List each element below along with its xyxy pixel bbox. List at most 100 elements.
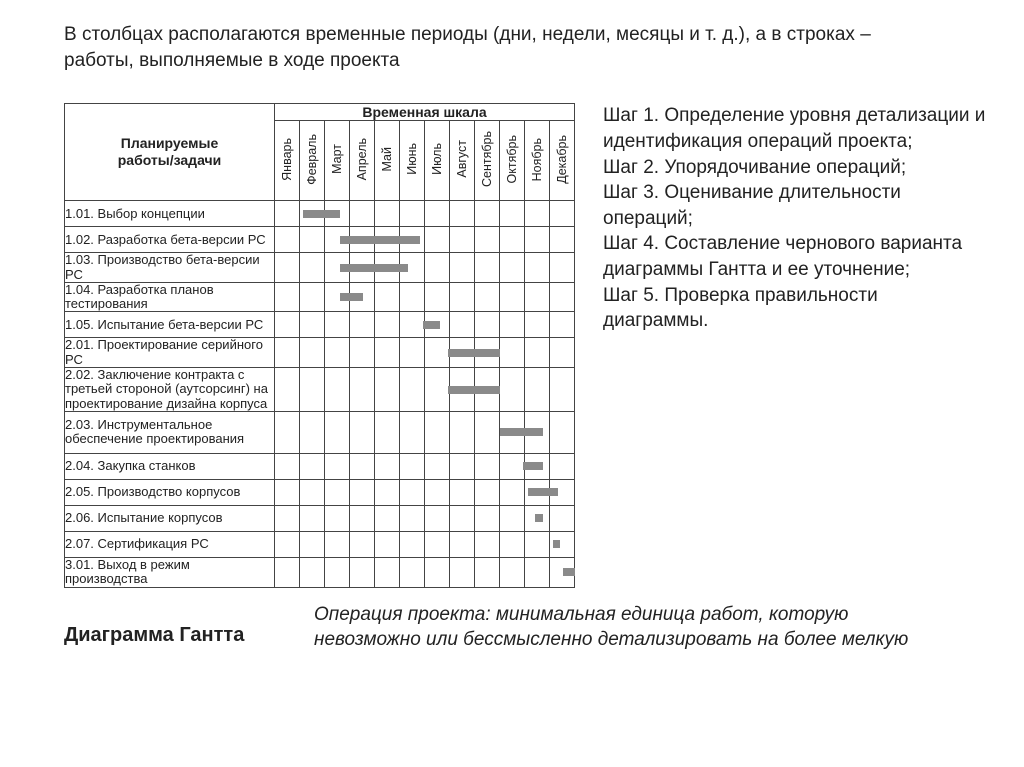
task-label: 2.01. Проектирование серийного РС: [65, 338, 275, 368]
gantt-cell: [400, 479, 425, 505]
month-header: Январь: [275, 121, 300, 201]
gantt-cell: [475, 368, 500, 412]
gantt-cell: [450, 227, 475, 253]
gantt-cell: [525, 557, 550, 587]
step-item: Шаг 5. Проверка правильности диаграммы.: [603, 283, 988, 334]
gantt-cell: [400, 312, 425, 338]
gantt-cell: [325, 411, 350, 453]
gantt-cell: [500, 531, 525, 557]
gantt-cell: [525, 505, 550, 531]
gantt-cell: [350, 479, 375, 505]
gantt-cell: [475, 505, 500, 531]
gantt-cell: [400, 453, 425, 479]
gantt-cell: [450, 505, 475, 531]
task-label: 2.02. Заключение контракта с третьей сто…: [65, 368, 275, 412]
gantt-cell: [450, 368, 475, 412]
gantt-cell: [400, 505, 425, 531]
gantt-cell: [550, 479, 575, 505]
gantt-cell: [325, 282, 350, 312]
gantt-cell: [550, 505, 575, 531]
gantt-cell: [400, 253, 425, 283]
gantt-bar: [553, 540, 561, 548]
gantt-cell: [325, 227, 350, 253]
gantt-cell: [450, 453, 475, 479]
gantt-cell: [500, 282, 525, 312]
gantt-cell: [275, 411, 300, 453]
gantt-cell: [550, 368, 575, 412]
gantt-cell: [350, 253, 375, 283]
gantt-cell: [525, 338, 550, 368]
gantt-cell: [500, 253, 525, 283]
gantt-cell: [425, 531, 450, 557]
gantt-cell: [325, 453, 350, 479]
gantt-cell: [350, 453, 375, 479]
month-header: Март: [325, 121, 350, 201]
task-label: 3.01. Выход в режим производства: [65, 557, 275, 587]
gantt-cell: [425, 253, 450, 283]
gantt-cell: [325, 368, 350, 412]
tasks-header: Планируемыеработы/задачи: [65, 104, 275, 201]
gantt-cell: [525, 253, 550, 283]
task-label: 2.03. Инструментальное обеспечение проек…: [65, 411, 275, 453]
gantt-cell: [275, 453, 300, 479]
gantt-bar: [535, 514, 543, 522]
gantt-cell: [500, 505, 525, 531]
gantt-cell: [375, 368, 400, 412]
gantt-cell: [450, 479, 475, 505]
gantt-cell: [475, 411, 500, 453]
gantt-cell: [450, 312, 475, 338]
gantt-cell: [300, 253, 325, 283]
task-label: 1.05. Испытание бета-версии РС: [65, 312, 275, 338]
gantt-bar: [563, 568, 576, 576]
gantt-cell: [425, 201, 450, 227]
gantt-cell: [500, 338, 525, 368]
gantt-cell: [450, 411, 475, 453]
gantt-cell: [300, 338, 325, 368]
gantt-cell: [325, 479, 350, 505]
task-label: 2.07. Сертификация РС: [65, 531, 275, 557]
gantt-cell: [500, 201, 525, 227]
gantt-cell: [275, 312, 300, 338]
intro-text: В столбцах располагаются временные перио…: [64, 22, 874, 73]
gantt-cell: [450, 557, 475, 587]
gantt-cell: [325, 557, 350, 587]
gantt-cell: [500, 479, 525, 505]
task-label: 2.06. Испытание корпусов: [65, 505, 275, 531]
gantt-cell: [325, 201, 350, 227]
gantt-cell: [425, 368, 450, 412]
gantt-cell: [550, 312, 575, 338]
gantt-cell: [325, 253, 350, 283]
timeline-header: Временная шкала: [275, 104, 575, 121]
gantt-cell: [300, 312, 325, 338]
gantt-cell: [325, 531, 350, 557]
gantt-cell: [475, 557, 500, 587]
step-item: Шаг 1. Определение уровня детализации и …: [603, 103, 988, 154]
gantt-cell: [375, 453, 400, 479]
gantt-cell: [300, 505, 325, 531]
gantt-cell: [450, 531, 475, 557]
gantt-cell: [400, 227, 425, 253]
gantt-cell: [525, 282, 550, 312]
task-label: 1.03. Производство бета-версии РС: [65, 253, 275, 283]
gantt-cell: [425, 505, 450, 531]
month-header: Февраль: [300, 121, 325, 201]
gantt-cell: [425, 227, 450, 253]
gantt-cell: [450, 338, 475, 368]
month-header: Октябрь: [500, 121, 525, 201]
month-header: Сентябрь: [475, 121, 500, 201]
gantt-cell: [450, 253, 475, 283]
gantt-chart: Планируемыеработы/задачиВременная шкалаЯ…: [64, 103, 575, 587]
month-header: Декабрь: [550, 121, 575, 201]
gantt-cell: [525, 312, 550, 338]
gantt-cell: [400, 282, 425, 312]
gantt-cell: [525, 227, 550, 253]
step-item: Шаг 3. Оценивание длительности операций;: [603, 180, 988, 231]
gantt-cell: [425, 479, 450, 505]
gantt-cell: [275, 253, 300, 283]
gantt-cell: [350, 282, 375, 312]
gantt-cell: [450, 282, 475, 312]
gantt-cell: [500, 227, 525, 253]
month-header: Май: [375, 121, 400, 201]
gantt-cell: [525, 453, 550, 479]
gantt-cell: [475, 531, 500, 557]
